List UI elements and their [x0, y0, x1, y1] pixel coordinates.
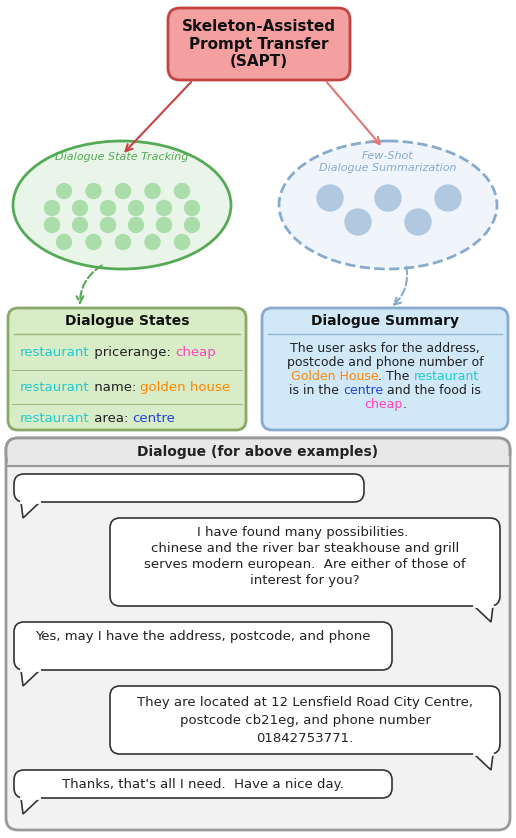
FancyBboxPatch shape [14, 474, 364, 502]
Text: interest for you?: interest for you? [250, 573, 360, 587]
Text: Yes, may I have the address, postcode, and phone: Yes, may I have the address, postcode, a… [35, 629, 371, 643]
Circle shape [405, 209, 431, 235]
Text: .: . [402, 397, 406, 411]
Text: Golden House: Golden House [291, 370, 379, 382]
Circle shape [44, 200, 59, 215]
Circle shape [174, 235, 189, 250]
Circle shape [375, 185, 401, 211]
Text: name:: name: [90, 380, 140, 394]
Text: area:: area: [90, 411, 132, 425]
Circle shape [86, 235, 101, 250]
Circle shape [101, 218, 116, 232]
FancyBboxPatch shape [262, 308, 508, 430]
Text: cheap: cheap [364, 397, 402, 411]
Text: number for: number for [53, 648, 132, 660]
Text: The user asks for the address,: The user asks for the address, [290, 342, 480, 354]
Polygon shape [21, 798, 40, 814]
Circle shape [116, 184, 131, 199]
Text: Golden house: Golden house [360, 525, 452, 539]
Circle shape [86, 184, 101, 199]
Ellipse shape [279, 141, 497, 269]
Text: . The: . The [379, 370, 414, 382]
Circle shape [174, 184, 189, 199]
Text: I have found many possibilities.: I have found many possibilities. [197, 525, 413, 539]
Text: golden house: golden house [140, 380, 230, 394]
Polygon shape [21, 670, 40, 686]
Text: Dialogue States: Dialogue States [64, 314, 189, 328]
Circle shape [317, 185, 343, 211]
Text: cheap: cheap [175, 345, 216, 359]
Circle shape [185, 200, 200, 215]
Text: .: . [350, 482, 354, 494]
Text: serves modern european.  Are either of those of: serves modern european. Are either of th… [144, 557, 466, 571]
FancyBboxPatch shape [6, 438, 510, 830]
Text: Dialogue Summary: Dialogue Summary [311, 314, 459, 328]
Text: chinese and the river bar steakhouse and grill: chinese and the river bar steakhouse and… [151, 541, 459, 555]
Circle shape [145, 184, 160, 199]
FancyArrowPatch shape [77, 266, 102, 303]
FancyBboxPatch shape [6, 438, 510, 466]
Text: and the food is: and the food is [383, 384, 481, 396]
Circle shape [56, 184, 72, 199]
Text: Thanks, that's all I need.  Have a nice day.: Thanks, that's all I need. Have a nice d… [62, 778, 344, 790]
Polygon shape [474, 754, 493, 770]
Ellipse shape [13, 141, 231, 269]
Text: is in the: is in the [289, 384, 343, 396]
FancyBboxPatch shape [168, 8, 350, 80]
Circle shape [128, 218, 143, 232]
Text: ? I'll book it myself.: ? I'll book it myself. [225, 648, 353, 660]
Circle shape [128, 200, 143, 215]
Text: I am looking for a: I am looking for a [24, 482, 145, 494]
Text: Dialogue State Tracking: Dialogue State Tracking [55, 152, 189, 162]
FancyBboxPatch shape [14, 770, 392, 798]
Text: is: is [452, 525, 466, 539]
Text: Skeleton-Assisted
Prompt Transfer
(SAPT): Skeleton-Assisted Prompt Transfer (SAPT) [182, 19, 336, 69]
Text: Dialogue (for above examples): Dialogue (for above examples) [137, 445, 379, 459]
Circle shape [435, 185, 461, 211]
Circle shape [73, 218, 88, 232]
Text: restaurant: restaurant [190, 482, 260, 494]
Text: restaurant: restaurant [20, 380, 90, 394]
Circle shape [101, 200, 116, 215]
Circle shape [185, 218, 200, 232]
Text: cheap: cheap [145, 482, 186, 494]
Polygon shape [474, 606, 493, 622]
Text: centre: centre [132, 411, 175, 425]
Circle shape [156, 200, 171, 215]
Circle shape [116, 235, 131, 250]
Text: postcode and phone number of: postcode and phone number of [287, 355, 483, 369]
Polygon shape [21, 502, 40, 518]
Text: They are located at 12 Lensfield Road City Centre,: They are located at 12 Lensfield Road Ci… [137, 696, 473, 708]
Text: postcode cb21eg, and phone number: postcode cb21eg, and phone number [180, 713, 430, 727]
Text: in the: in the [260, 482, 307, 494]
Text: Few-Shot
Dialogue Summarization: Few-Shot Dialogue Summarization [319, 151, 457, 173]
FancyBboxPatch shape [110, 686, 500, 754]
Text: I have found many possibilities.: I have found many possibilities. [144, 525, 360, 539]
Circle shape [56, 235, 72, 250]
FancyBboxPatch shape [8, 308, 246, 430]
Text: restaurant: restaurant [414, 370, 479, 382]
Circle shape [156, 218, 171, 232]
Text: Golden House: Golden House [132, 648, 225, 660]
Text: 01842753771.: 01842753771. [256, 732, 353, 744]
Text: restaurant: restaurant [20, 411, 90, 425]
FancyBboxPatch shape [14, 622, 392, 670]
Circle shape [345, 209, 371, 235]
FancyBboxPatch shape [110, 518, 500, 606]
Text: centre: centre [343, 384, 383, 396]
FancyArrowPatch shape [394, 266, 407, 305]
Circle shape [73, 200, 88, 215]
Text: centre: centre [307, 482, 350, 494]
Text: pricerange:: pricerange: [90, 345, 175, 359]
Circle shape [145, 235, 160, 250]
Text: restaurant: restaurant [20, 345, 90, 359]
Circle shape [44, 218, 59, 232]
